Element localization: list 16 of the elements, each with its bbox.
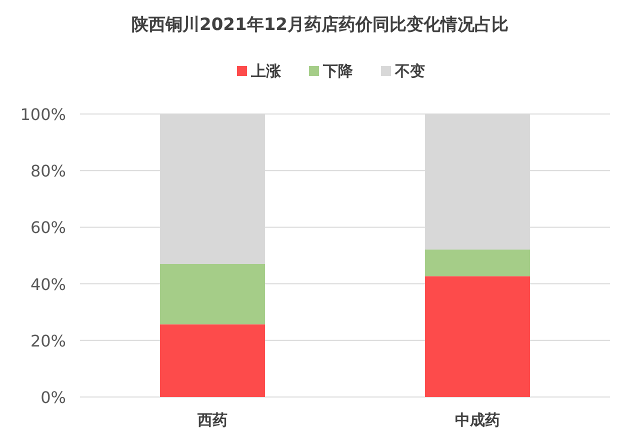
- y-tick-label: 100%: [20, 105, 66, 124]
- y-tick-label: 40%: [30, 274, 66, 294]
- chart-title: 陕西铜川2021年12月药店药价同比变化情况占比: [132, 15, 508, 35]
- x-tick-label: 西药: [196, 411, 228, 429]
- y-tick-label: 0%: [40, 388, 66, 407]
- legend-label: 上涨: [250, 62, 282, 80]
- bar: [425, 250, 530, 276]
- y-tick-label: 60%: [30, 218, 66, 238]
- bar: [160, 264, 265, 324]
- y-tick-label: 20%: [30, 331, 66, 350]
- legend-label: 不变: [394, 62, 425, 80]
- bar: [425, 276, 530, 397]
- legend-label: 下降: [322, 62, 354, 80]
- bar: [160, 324, 265, 397]
- x-tick-label: 中成药: [455, 411, 500, 429]
- y-tick-label: 80%: [30, 162, 66, 181]
